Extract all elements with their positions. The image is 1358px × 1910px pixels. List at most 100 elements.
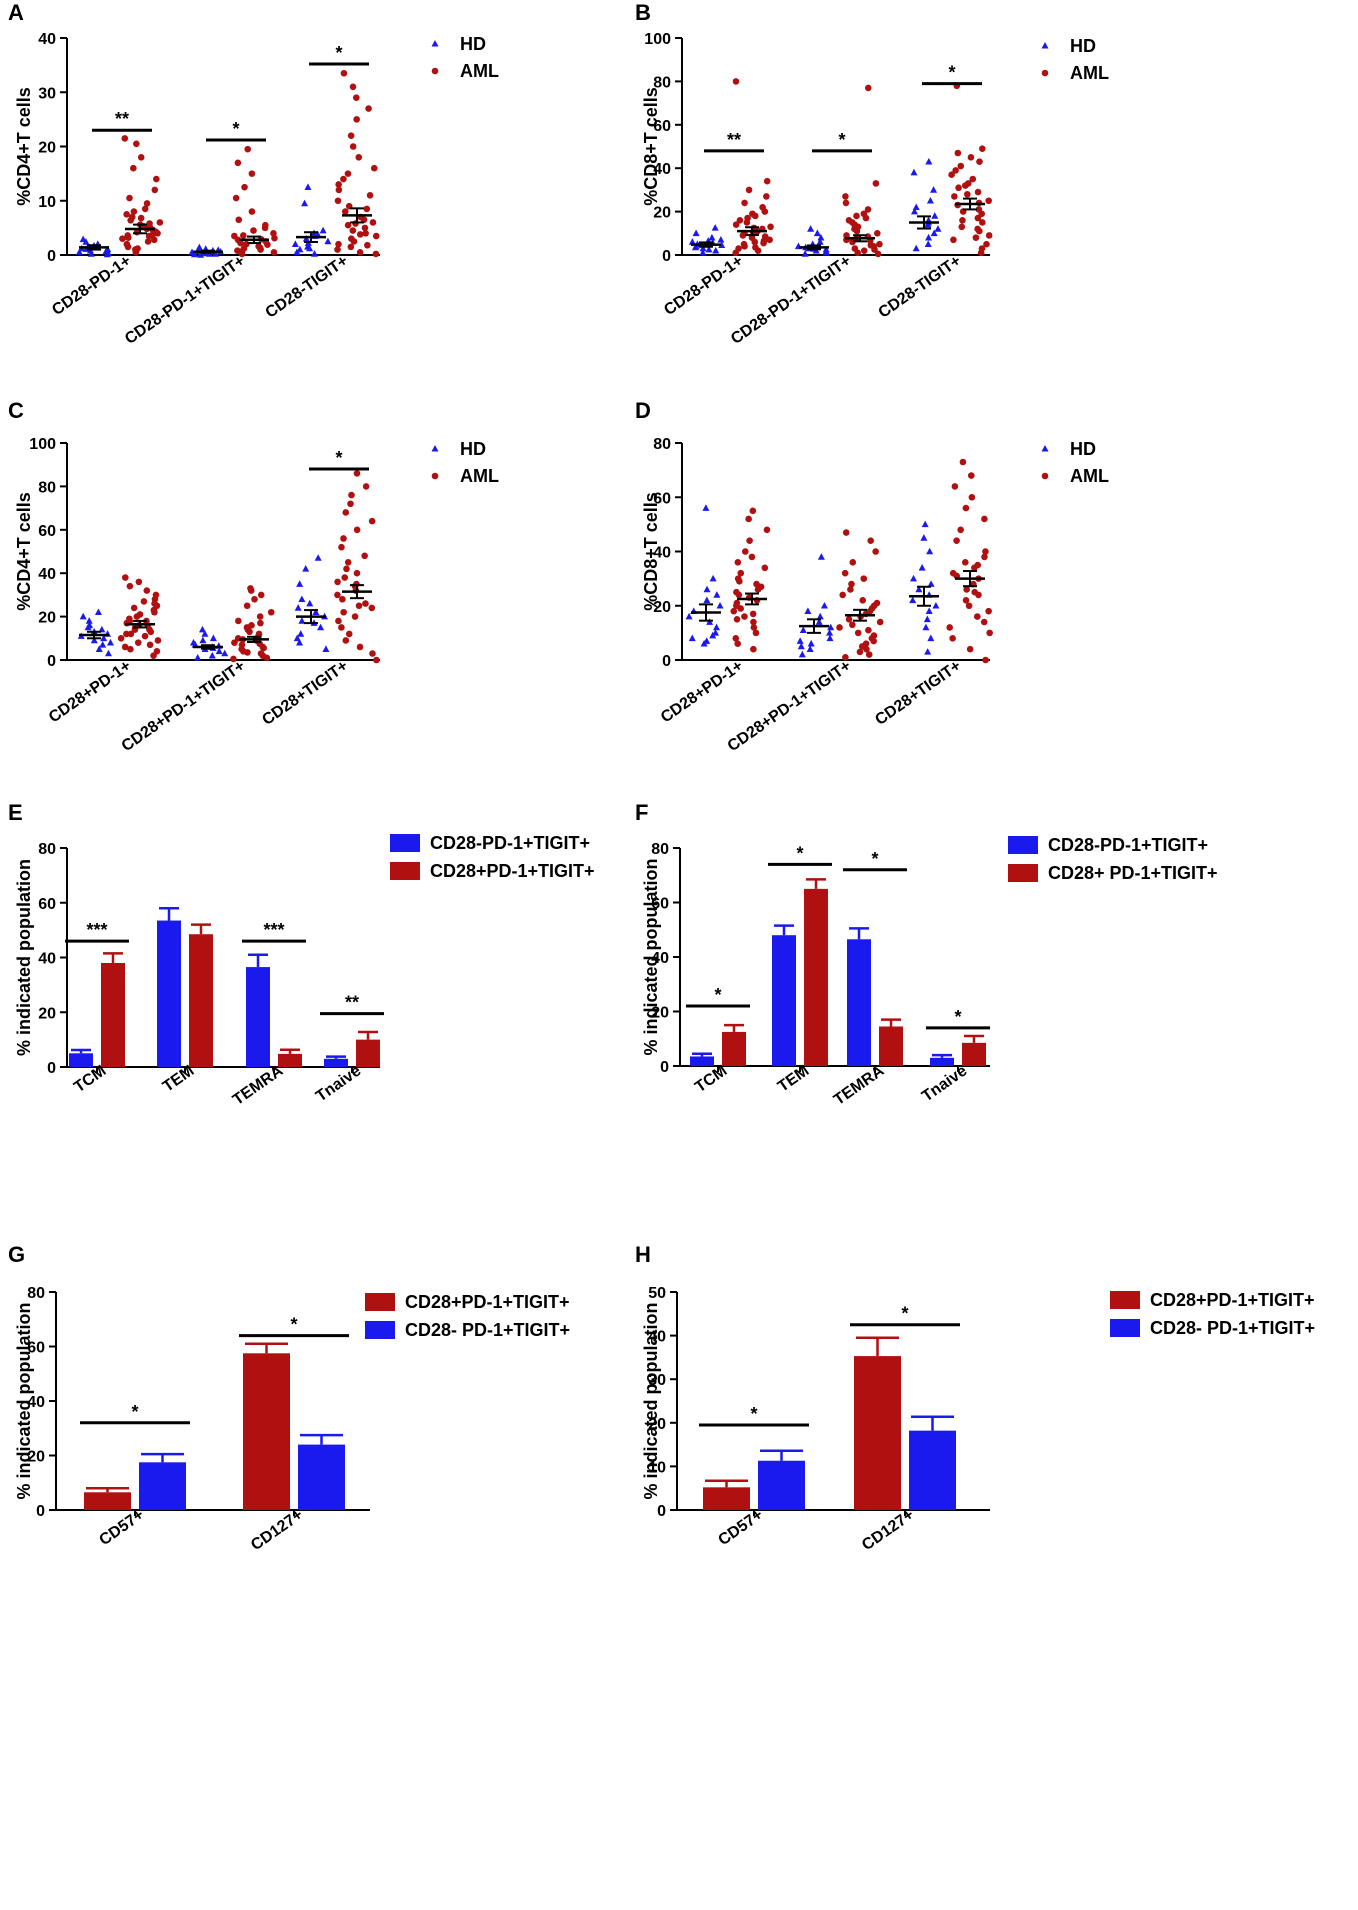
panel-f: F 0 20 40 60 80% indicated population TCM TEM TE… — [635, 800, 1218, 1109]
data-point-aml — [353, 116, 360, 123]
panel-label: A — [8, 0, 24, 25]
bar — [690, 1056, 714, 1066]
data-point-aml — [950, 236, 957, 244]
data-point-aml — [842, 193, 849, 200]
y-tick-label: 60 — [38, 896, 56, 913]
data-point-hd — [298, 617, 306, 624]
data-point-aml — [870, 637, 877, 645]
panel-g: G 0 20 40 60 80% indicated population CD57+ CD1… — [8, 1242, 570, 1554]
legend-marker-triangle — [431, 40, 439, 47]
bar — [278, 1053, 302, 1067]
data-point-aml — [356, 231, 364, 238]
data-point-aml — [363, 205, 371, 213]
data-point-aml — [353, 569, 361, 577]
significance-label: * — [232, 119, 239, 139]
data-point-aml — [874, 250, 882, 258]
data-point-aml — [349, 143, 357, 150]
data-point-aml — [871, 246, 878, 253]
data-point-hd — [918, 563, 926, 571]
data-point-aml — [853, 212, 860, 220]
data-point-aml — [135, 578, 143, 586]
legend-label: CD28+PD-1+TIGIT+ — [405, 1292, 570, 1312]
y-tick-label: 20 — [653, 599, 671, 616]
data-point-aml — [842, 529, 850, 536]
y-axis-title: %CD4+T cells — [14, 492, 34, 611]
data-point-aml — [238, 641, 246, 649]
x-tick-label: TEMRA — [831, 1062, 888, 1109]
data-point-aml — [334, 578, 341, 586]
data-point-aml — [959, 216, 966, 224]
data-point-aml — [949, 635, 956, 642]
x-tick-label: CD28+PD-1+ — [658, 657, 746, 726]
data-point-hd — [314, 230, 322, 238]
data-point-aml — [732, 635, 740, 642]
data-point-aml — [967, 154, 975, 161]
data-point-hd — [804, 607, 812, 614]
legend-swatch — [365, 1321, 395, 1339]
data-point-aml — [859, 597, 867, 604]
data-point-hd — [797, 642, 805, 650]
data-point-hd — [703, 596, 711, 604]
data-point-aml — [968, 493, 976, 501]
data-point-hd — [925, 233, 933, 241]
data-point-aml — [361, 224, 369, 232]
y-tick-label: 0 — [36, 1503, 45, 1520]
data-point-aml — [750, 624, 758, 631]
data-point-hd — [702, 504, 710, 511]
data-point-aml — [734, 559, 742, 566]
y-tick-label: 80 — [651, 841, 669, 858]
bar — [804, 888, 828, 1066]
data-point-hd — [817, 553, 825, 560]
data-point-hd — [94, 608, 102, 616]
legend-marker-triangle — [1041, 42, 1049, 49]
data-point-hd — [921, 520, 929, 528]
y-tick-label: 20 — [648, 1416, 666, 1433]
data-point-aml — [250, 227, 257, 234]
data-point-aml — [745, 186, 753, 194]
data-point-aml — [362, 483, 370, 490]
data-point-aml — [763, 526, 771, 534]
data-point-aml — [231, 232, 238, 240]
data-point-aml — [372, 250, 380, 258]
significance-label: ** — [345, 993, 359, 1013]
data-point-aml — [150, 236, 158, 244]
data-point-aml — [873, 599, 881, 607]
data-point-aml — [948, 171, 955, 179]
data-point-aml — [340, 535, 347, 542]
data-point-hd — [930, 229, 938, 237]
data-point-aml — [136, 611, 144, 618]
data-point-hd — [703, 585, 711, 593]
bar — [930, 1057, 954, 1066]
panel-label: E — [8, 800, 23, 825]
bar — [703, 1487, 750, 1510]
data-point-aml — [752, 629, 760, 637]
data-point-hd — [87, 250, 95, 257]
data-point-hd — [915, 585, 923, 593]
y-axis-title: % indicated population — [641, 859, 661, 1056]
y-tick-label: 30 — [38, 85, 56, 102]
x-tick-label: CD57+ — [96, 1506, 147, 1549]
data-point-aml — [730, 607, 738, 615]
data-point-aml — [143, 200, 151, 207]
data-point-aml — [248, 170, 256, 177]
data-point-aml — [760, 237, 768, 245]
data-point-aml — [959, 458, 967, 466]
data-point-aml — [746, 537, 753, 544]
data-point-hd — [85, 617, 93, 624]
data-point-hd — [692, 229, 700, 237]
legend-label: AML — [460, 61, 499, 81]
data-point-aml — [974, 225, 981, 233]
data-point-aml — [982, 656, 989, 664]
data-point-aml — [974, 188, 982, 196]
significance-label: * — [290, 1315, 297, 1335]
data-point-hd — [713, 591, 721, 598]
data-point-aml — [974, 214, 982, 222]
data-point-aml — [849, 559, 857, 566]
bar — [758, 1460, 805, 1510]
data-point-aml — [972, 234, 980, 241]
bar — [879, 1026, 903, 1066]
data-point-hd — [717, 236, 725, 243]
data-point-aml — [241, 183, 248, 191]
data-point-aml — [865, 626, 872, 634]
